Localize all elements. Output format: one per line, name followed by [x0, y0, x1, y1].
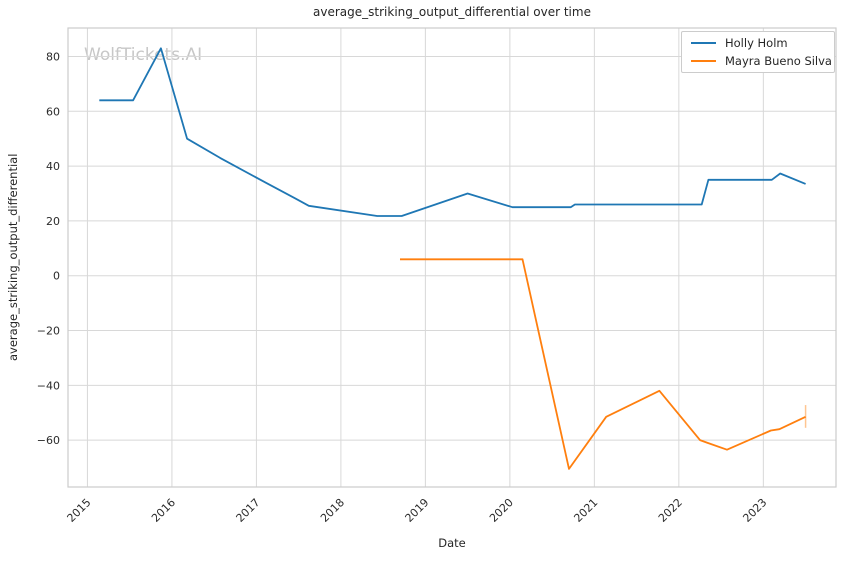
- legend-item-mayra-bueno-silva: Mayra Bueno Silva: [691, 54, 834, 68]
- y-tick-label: −60: [37, 434, 60, 447]
- x-axis-label: Date: [438, 536, 466, 550]
- y-tick-label: −40: [37, 379, 60, 392]
- x-tick-label: 2015: [65, 496, 94, 525]
- x-tick-label: 2022: [656, 496, 685, 525]
- y-tick-label: 80: [46, 50, 60, 63]
- x-tick-label: 2021: [571, 496, 600, 525]
- x-tick-label: 2020: [487, 496, 516, 525]
- x-tick-label: 2017: [234, 496, 263, 525]
- y-tick-label: 0: [53, 270, 60, 283]
- legend-line-sample-mayra-bueno-silva: [691, 60, 716, 62]
- chart-title: average_striking_output_differential ove…: [313, 5, 591, 19]
- y-tick-label: 40: [46, 160, 60, 173]
- x-tick-label: 2019: [403, 496, 432, 525]
- x-tick-label: 2018: [318, 496, 347, 525]
- legend-line-sample-holly-holm: [691, 42, 716, 44]
- x-tick-label: 2016: [149, 496, 178, 525]
- watermark: WolfTickets.AI: [84, 45, 203, 65]
- series-line-holly-holm: [99, 47, 806, 217]
- y-tick-label: 60: [46, 105, 60, 118]
- x-tick-label: 2023: [740, 496, 769, 525]
- legend-label: Holly Holm: [725, 36, 788, 50]
- series-line-mayra-bueno-silva: [400, 258, 806, 470]
- legend: Holly Holm Mayra Bueno Silva: [681, 31, 835, 73]
- plot-border: [67, 27, 837, 488]
- y-tick-label: −20: [37, 325, 60, 338]
- legend-label: Mayra Bueno Silva: [725, 54, 832, 68]
- y-tick-label: 20: [46, 215, 60, 228]
- legend-item-holly-holm: Holly Holm: [691, 36, 834, 50]
